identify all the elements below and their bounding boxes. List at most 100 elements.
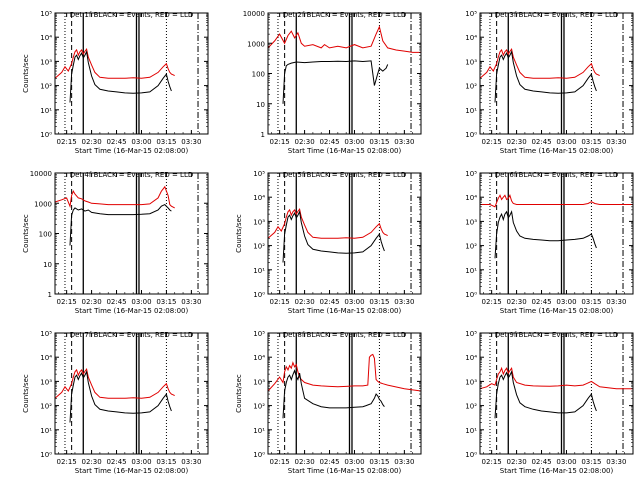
series-line-lld	[479, 366, 633, 390]
y-tick-label: 10²	[465, 83, 477, 91]
chart-panel-8: 10⁰ 10¹ 10² 10³ 10⁴ 10⁵ 02:15 02:30 02:45 03:00 03…	[235, 330, 422, 475]
chart-title: Det 5f BLACK = Events, RED = LLD	[283, 171, 406, 179]
y-tick-label: 10⁵	[253, 170, 265, 178]
x-tick-label: 03:00	[131, 298, 151, 306]
chart-title: Det 1f BLACK = Events, RED = LLD	[70, 11, 193, 19]
y-tick-label: 1000	[34, 200, 52, 208]
y-tick-label: 10²	[253, 243, 265, 251]
x-tick-label: 02:45	[106, 298, 126, 306]
x-axis-label: Start Time (16-Mar-15 02:08:00)	[500, 467, 614, 475]
y-tick-label: 10	[43, 261, 52, 269]
y-axis-label: Counts/sec	[235, 214, 243, 253]
y-tick-label: 10¹	[40, 107, 52, 115]
plot-frame	[267, 172, 422, 295]
x-tick-label: 03:15	[156, 298, 176, 306]
y-tick-label: 10¹	[465, 427, 477, 435]
x-tick-label: 03:30	[606, 458, 626, 466]
x-tick-label: 02:15	[57, 138, 77, 146]
y-tick-label: 10⁵	[253, 330, 265, 338]
series-line-events	[494, 370, 597, 419]
y-tick-label: 10³	[253, 378, 265, 386]
x-tick-label: 02:45	[531, 298, 551, 306]
y-tick-label: 10⁰	[253, 451, 265, 459]
series-line-events	[282, 369, 385, 419]
x-tick-label: 02:15	[482, 458, 502, 466]
y-tick-label: 10²	[40, 403, 52, 411]
y-tick-label: 10³	[465, 218, 477, 226]
x-tick-label: 03:30	[181, 458, 201, 466]
chart-title: Det 6f BLACK = Events, RED = LLD	[495, 171, 618, 179]
y-tick-label: 10²	[253, 403, 265, 411]
y-axis-label: Counts/sec	[22, 54, 30, 93]
x-axis-label: Start Time (16-Mar-15 02:08:00)	[500, 307, 614, 315]
x-tick-label: 02:30	[294, 458, 314, 466]
chart-title: Det 8f BLACK = Events, RED = LLD	[283, 331, 406, 339]
chart-panel-2: 1 10 100 1000 10000 02:15 02:30 02:45 03:00 03:15…	[243, 10, 422, 155]
x-tick-label: 03:30	[394, 458, 414, 466]
x-tick-label: 02:45	[319, 458, 339, 466]
x-tick-label: 02:15	[270, 298, 290, 306]
x-tick-label: 02:45	[531, 458, 551, 466]
y-tick-label: 10⁴	[40, 354, 52, 362]
x-tick-label: 03:00	[131, 138, 151, 146]
x-tick-label: 03:30	[394, 138, 414, 146]
y-tick-label: 10³	[465, 378, 477, 386]
series-line-lld	[267, 208, 388, 239]
series-line-lld	[267, 25, 421, 53]
x-axis-label: Start Time (16-Mar-15 02:08:00)	[75, 307, 189, 315]
x-tick-label: 03:00	[344, 138, 364, 146]
y-tick-label: 10¹	[40, 427, 52, 435]
y-tick-label: 10⁵	[40, 10, 52, 18]
x-tick-label: 02:30	[81, 298, 101, 306]
series-line-events	[69, 370, 172, 423]
y-tick-label: 10⁴	[40, 34, 52, 42]
x-tick-label: 02:45	[319, 298, 339, 306]
y-tick-label: 10	[256, 101, 265, 109]
x-tick-label: 03:30	[181, 298, 201, 306]
chart-panel-6: 10⁰ 10¹ 10² 10³ 10⁴ 10⁵ 02:15 02:30 02:45 03:00 03…	[465, 170, 634, 315]
x-axis-label: Start Time (16-Mar-15 02:08:00)	[500, 147, 614, 155]
y-tick-label: 10⁰	[465, 451, 477, 459]
y-tick-label: 10⁰	[465, 131, 477, 139]
x-tick-label: 02:30	[294, 298, 314, 306]
y-axis-label: Counts/sec	[22, 374, 30, 413]
chart-panel-7: 10⁰ 10¹ 10² 10³ 10⁴ 10⁵ 02:15 02:30 02:45 03:00 03…	[22, 330, 209, 475]
series-line-events	[69, 50, 172, 103]
plot-frame	[479, 172, 634, 295]
x-tick-label: 03:30	[181, 138, 201, 146]
chart-panel-9: 10⁰ 10¹ 10² 10³ 10⁴ 10⁵ 02:15 02:30 02:45 03:00 03…	[465, 330, 634, 475]
chart-title: Det 7f BLACK = Events, RED = LLD	[70, 331, 193, 339]
x-tick-label: 02:15	[482, 138, 502, 146]
y-axis-label: Counts/sec	[235, 374, 243, 413]
series-line-events	[282, 210, 385, 263]
y-tick-label: 10⁰	[465, 291, 477, 299]
series-line-lld	[480, 193, 633, 208]
y-tick-label: 10⁵	[465, 10, 477, 18]
x-tick-label: 02:15	[270, 458, 290, 466]
plot-frame	[267, 332, 422, 455]
x-tick-label: 02:45	[531, 138, 551, 146]
chart-panel-4: 1 10 100 1000 10000 02:15 02:30 02:45 03:00 03:15…	[22, 170, 209, 315]
y-tick-label: 10⁰	[40, 131, 52, 139]
chart-title: Det 4f BLACK = Events, RED = LLD	[70, 171, 193, 179]
chart-title: Det 9f BLACK = Events, RED = LLD	[495, 331, 618, 339]
x-tick-label: 02:15	[57, 298, 77, 306]
chart-panel-3: 10⁰ 10¹ 10² 10³ 10⁴ 10⁵ 02:15 02:30 02:45 03:00 03…	[465, 10, 634, 155]
x-tick-label: 03:00	[556, 298, 576, 306]
x-tick-label: 02:30	[81, 138, 101, 146]
x-tick-label: 03:30	[606, 298, 626, 306]
y-tick-label: 10000	[30, 170, 52, 178]
x-tick-label: 02:45	[106, 138, 126, 146]
y-tick-label: 10⁰	[253, 291, 265, 299]
y-tick-label: 10⁴	[465, 354, 477, 362]
plot-frame	[479, 12, 634, 135]
plot-frame	[479, 332, 634, 455]
plot-frame	[54, 172, 209, 295]
y-tick-label: 1	[48, 291, 52, 299]
chart-title: Det 3f BLACK = Events, RED = LLD	[495, 11, 618, 19]
x-tick-label: 03:15	[369, 138, 389, 146]
x-tick-label: 03:00	[556, 458, 576, 466]
x-tick-label: 02:30	[506, 298, 526, 306]
x-axis-label: Start Time (16-Mar-15 02:08:00)	[288, 147, 402, 155]
